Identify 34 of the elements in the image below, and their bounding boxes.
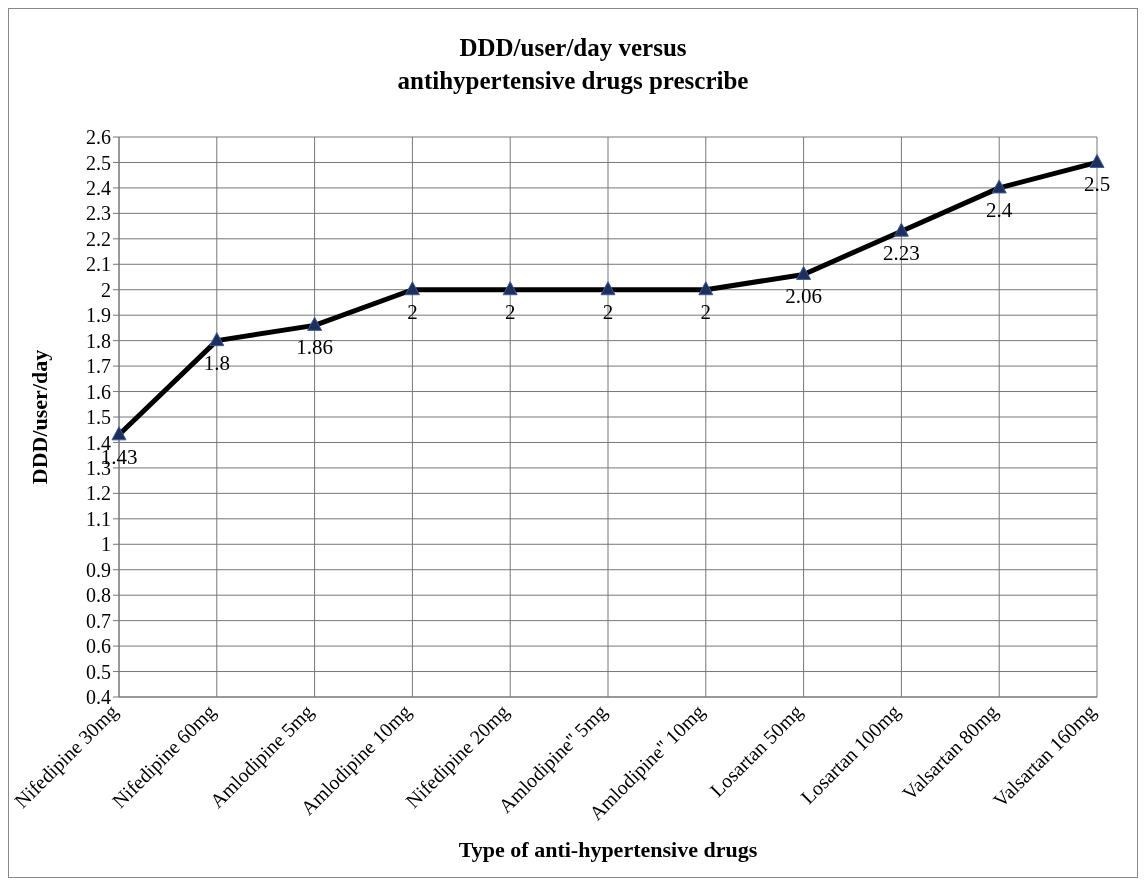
- data-label: 2.4: [986, 197, 1013, 222]
- y-tick-label: 2.6: [86, 126, 111, 149]
- y-tick-label: 2.3: [86, 202, 111, 225]
- data-label: 2: [700, 299, 712, 324]
- y-tick-label: 0.8: [86, 584, 111, 607]
- x-axis-title: Type of anti-hypertensive drugs: [458, 837, 758, 862]
- data-label: 2: [407, 299, 418, 324]
- data-label: 2: [504, 299, 516, 324]
- y-tick-label: 1: [101, 533, 111, 556]
- data-label: 2: [602, 299, 614, 324]
- y-tick-label: 1.8: [86, 329, 111, 352]
- data-label: 1.8: [203, 350, 230, 375]
- y-tick-label: 1.9: [86, 304, 111, 327]
- data-label: 1.86: [296, 335, 333, 360]
- y-tick-label: 2.4: [86, 177, 111, 200]
- y-tick-label: 1.7: [86, 355, 111, 378]
- y-tick-label: 0.6: [86, 635, 111, 658]
- y-tick-label: 2.1: [86, 253, 111, 276]
- y-tick-label: 1.1: [86, 507, 111, 530]
- y-tick-label: 0.4: [86, 686, 111, 709]
- y-tick-label: 0.9: [86, 558, 111, 581]
- y-tick-label: 2.2: [86, 227, 111, 250]
- y-tick-label: 2.5: [86, 151, 111, 174]
- y-tick-label: 2: [101, 278, 111, 301]
- y-tick-label: 1.5: [86, 406, 111, 429]
- chart-title: DDD/user/day versus antihypertensive drugs prescribe: [396, 33, 750, 96]
- y-axis-title: DDD/user/day: [26, 349, 52, 485]
- data-label: 2.5: [1083, 172, 1111, 197]
- y-tick-label: 1.6: [86, 380, 111, 403]
- y-tick-label: 1.2: [86, 482, 111, 505]
- y-tick-label: 0.7: [86, 609, 111, 632]
- data-label: 2.23: [883, 241, 920, 266]
- y-tick-label: 0.5: [86, 660, 111, 683]
- data-label: 2.06: [785, 284, 822, 309]
